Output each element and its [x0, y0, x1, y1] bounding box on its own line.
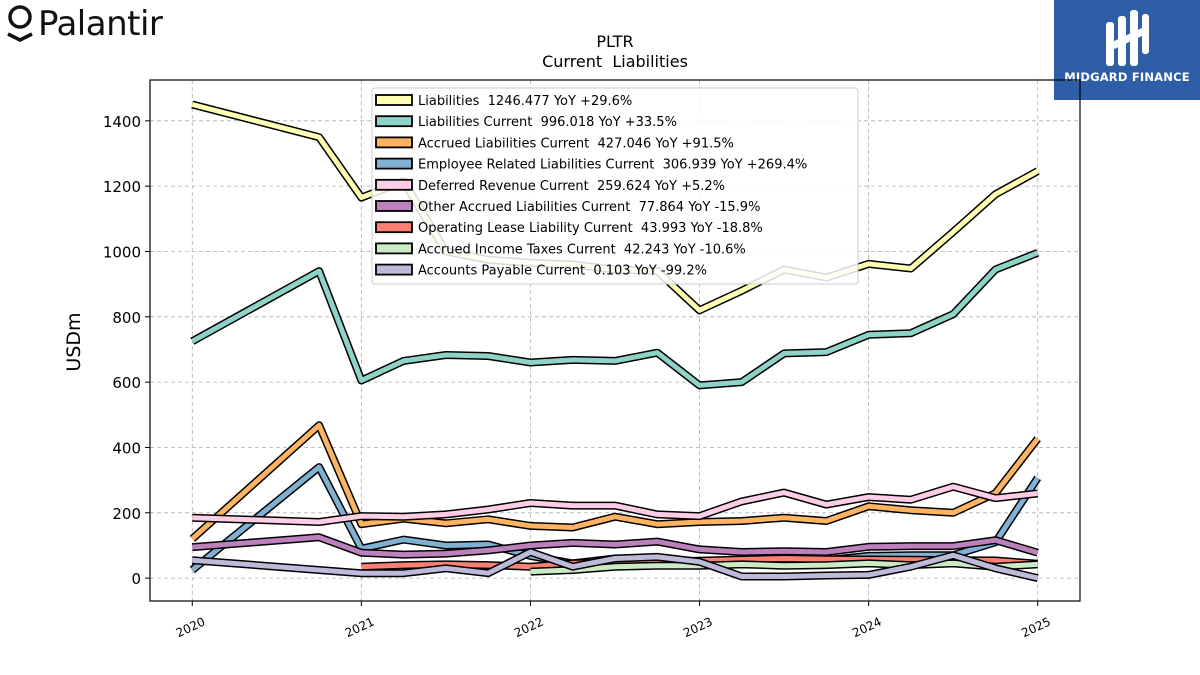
legend-label: Accrued Income Taxes Current 42.243 YoY … [418, 242, 746, 257]
legend-swatch [375, 200, 413, 212]
legend-swatch [375, 221, 413, 234]
x-tick-label: 2025 [1019, 615, 1053, 641]
midgard-finance-badge: MIDGARD FINANCE [1054, 0, 1200, 100]
x-tick-label: 2020 [174, 615, 208, 641]
chart-subtitle: Current Liabilities [542, 52, 688, 71]
y-tick-label: 200 [112, 505, 141, 523]
x-tick-label: 2022 [512, 615, 546, 641]
legend-swatch [375, 178, 413, 191]
plot-frame [149, 79, 1081, 602]
x-tick-label: 2023 [681, 615, 715, 641]
x-tick-label: 2024 [850, 615, 884, 641]
y-tick-label: 1200 [103, 178, 141, 196]
legend-label: Accrued Liabilities Current 427.046 YoY … [418, 136, 734, 151]
legend-label: Accounts Payable Current 0.103 YoY -99.2… [418, 264, 707, 279]
y-tick-label: 1000 [103, 243, 141, 261]
y-tick-label: 1400 [103, 113, 141, 131]
badge-text: MIDGARD FINANCE [1064, 70, 1190, 84]
legend-swatch [375, 263, 413, 276]
y-tick-label: 400 [112, 439, 141, 457]
y-axis-label: USDm [63, 312, 85, 371]
brand-name: Palantir [38, 4, 163, 44]
legend-swatch [375, 94, 413, 106]
legend-swatch [375, 115, 413, 128]
legend-box [371, 87, 859, 285]
legend: Liabilities 1246.477 YoY +29.6% Liabiliti… [371, 87, 859, 285]
legend-label: Liabilities Current 996.018 YoY +33.5% [418, 115, 677, 130]
x-tick-label: 2021 [343, 615, 377, 641]
y-tick-label: 0 [131, 570, 141, 588]
legend-swatch [375, 242, 413, 255]
palantir-logo-icon [7, 5, 33, 42]
midgard-logo-icon [1106, 10, 1149, 66]
legend-label: Deferred Revenue Current 259.624 YoY +5.… [418, 179, 725, 194]
legend-label: Liabilities 1246.477 YoY +29.6% [418, 94, 632, 109]
y-tick-label: 600 [112, 374, 141, 392]
legend-label: Operating Lease Liability Current 43.993… [418, 221, 763, 236]
palantir-logo: Palantir [6, 4, 163, 44]
y-tick-label: 800 [112, 309, 141, 327]
series-line [192, 484, 1038, 525]
legend-swatch [375, 136, 413, 149]
y-axis: 0 200 400 600 800 1000 1200 1400 [103, 113, 150, 588]
legend-swatch [375, 157, 413, 170]
series-line [192, 534, 1039, 558]
legend-label: Other Accrued Liabilities Current 77.864… [418, 200, 760, 215]
chart-title: PLTR [596, 32, 633, 51]
legend-label: Employee Related Liabilities Current 306… [418, 158, 807, 173]
series-line [530, 560, 1038, 575]
x-axis: 2020 2021 2022 2023 2024 2025 [174, 601, 1053, 640]
series-line [191, 250, 1039, 388]
series-line [192, 549, 1039, 581]
